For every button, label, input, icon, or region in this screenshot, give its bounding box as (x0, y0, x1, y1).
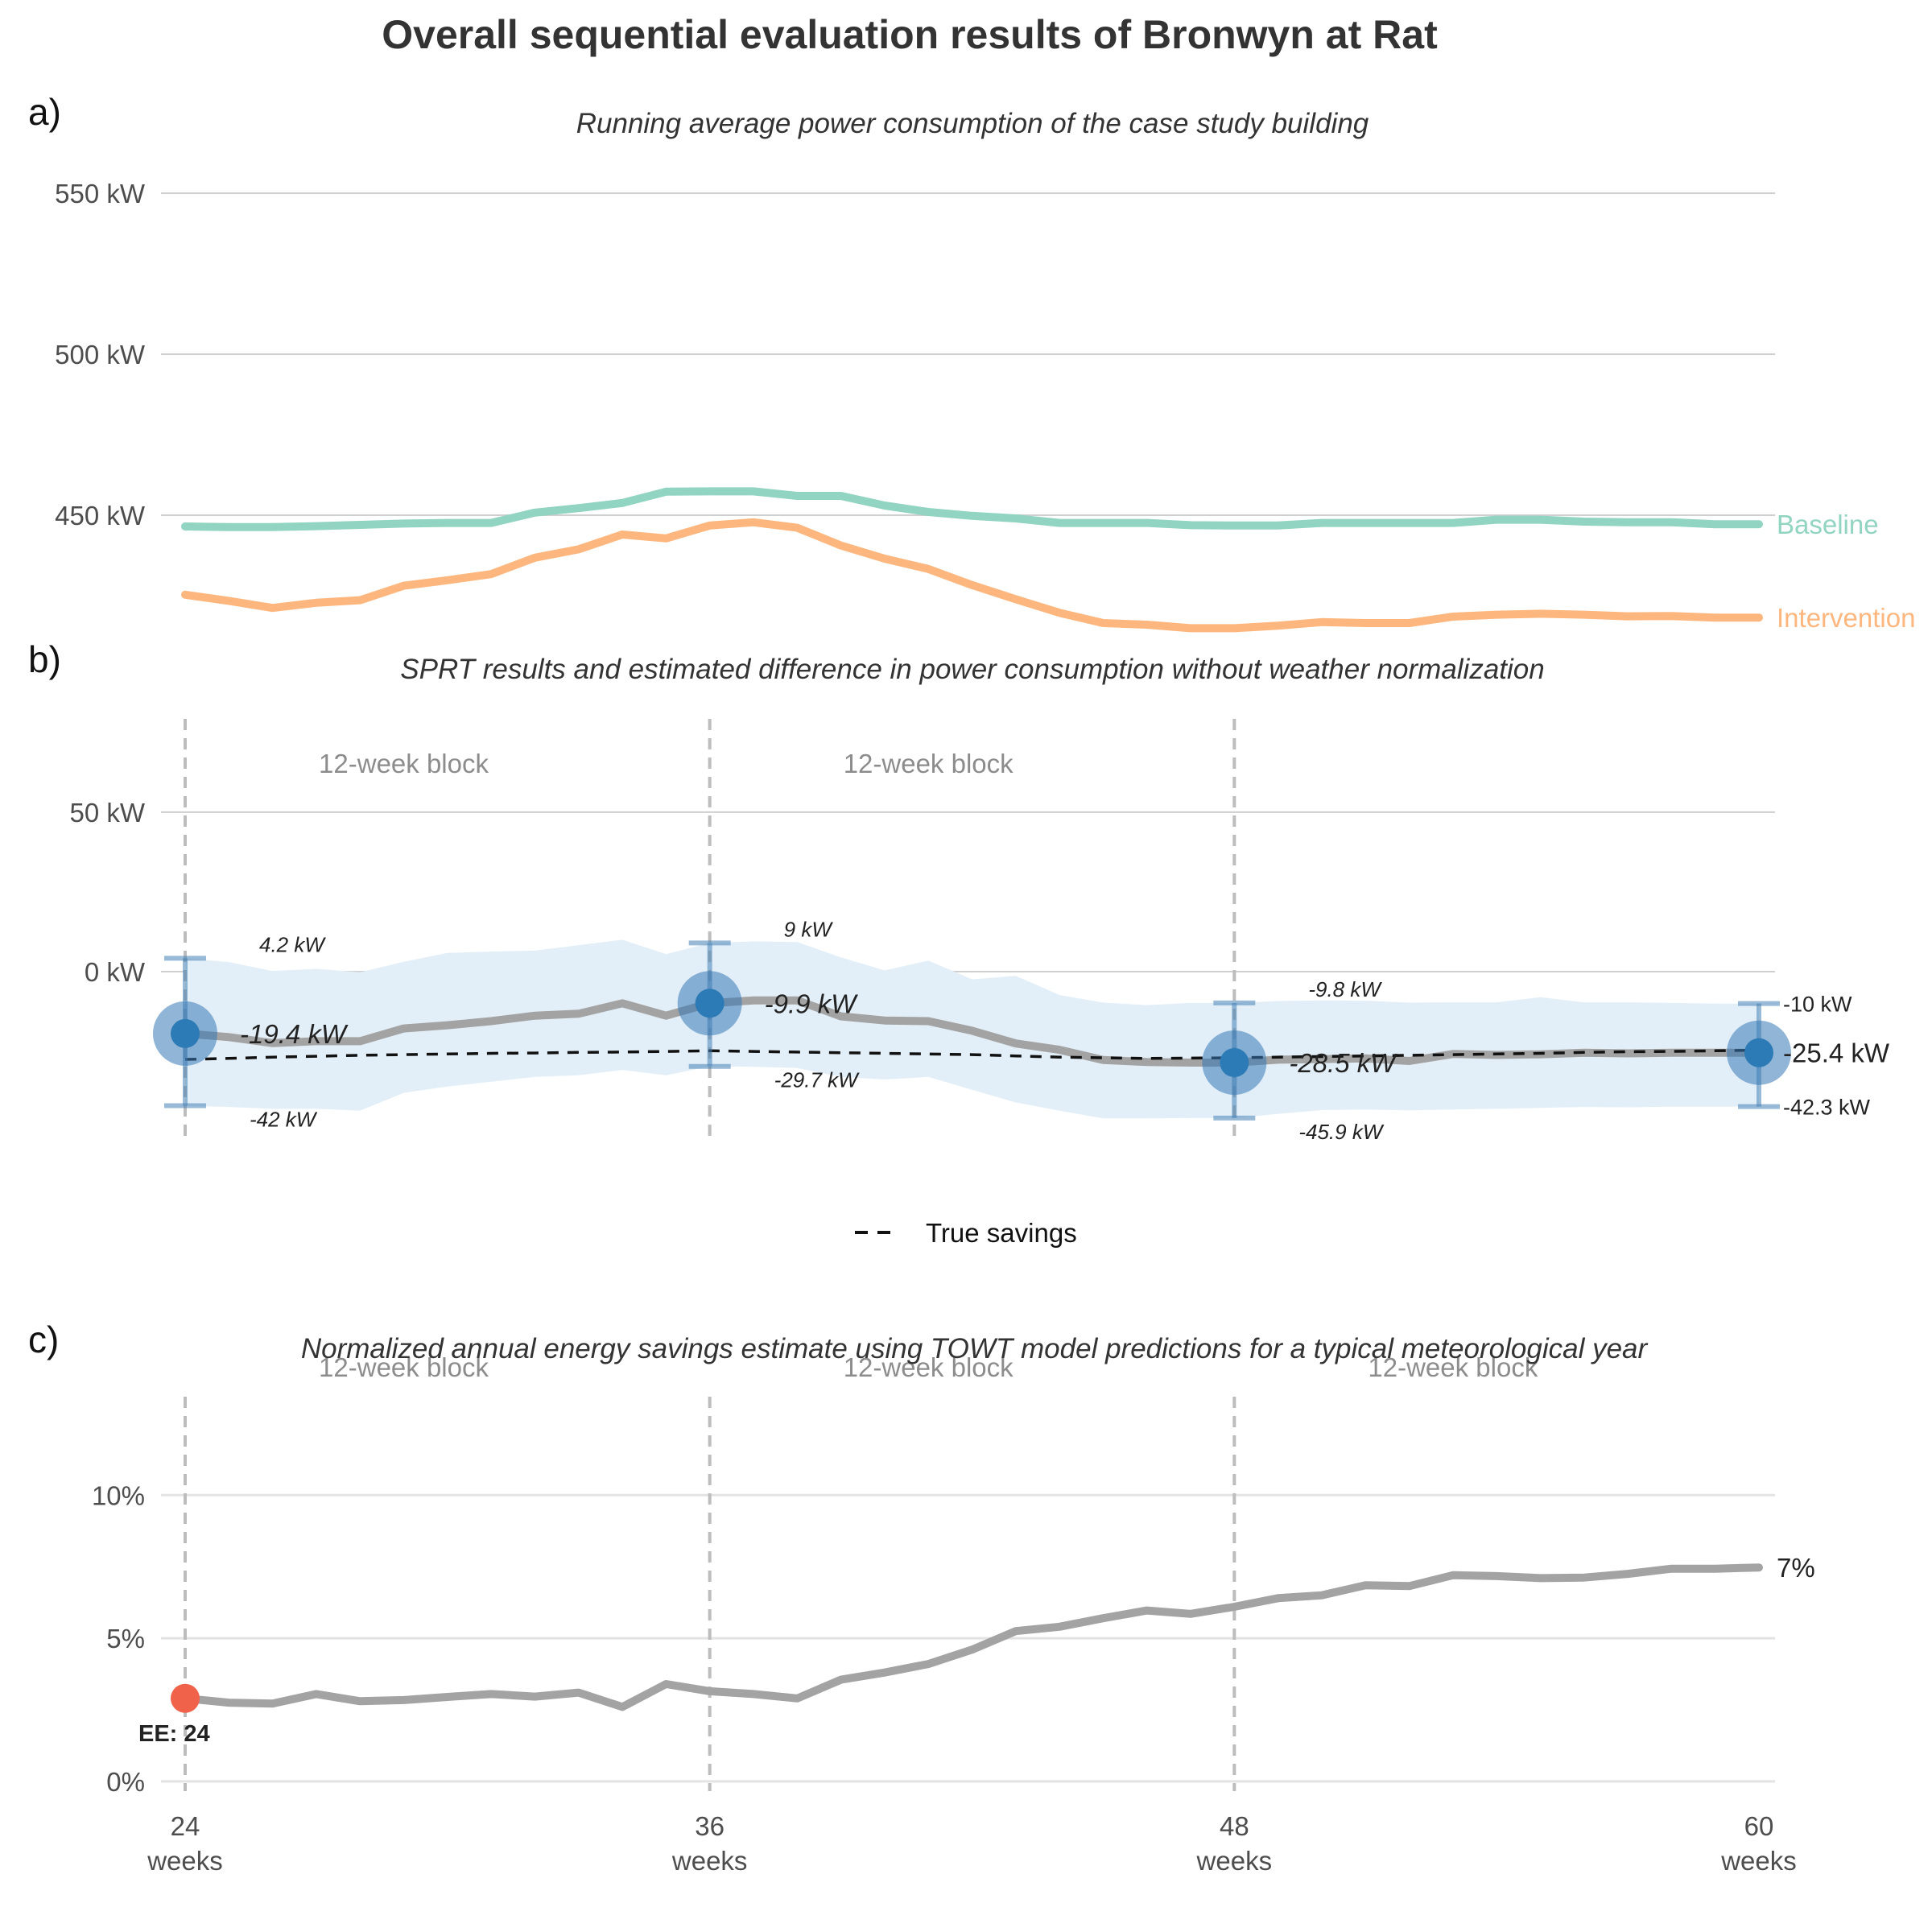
panel-a-power-consumption: a) Running average power consumption of … (28, 91, 1915, 633)
panel-b-gridlines: 0 kW 50 kW (69, 798, 1775, 987)
y-tick-label: 50 kW (69, 798, 145, 828)
checkpoint-point (695, 989, 724, 1018)
panel-a-gridlines: 450 kW 500 kW 550 kW (55, 179, 1775, 530)
panel-c-subtitle: Normalized annual energy savings estimat… (301, 1333, 1649, 1364)
x-tick-label: 24 (171, 1811, 200, 1841)
checkpoint-estimate-label: -28.5 kW (1289, 1048, 1397, 1078)
checkpoint-upper-label: 4.2 kW (259, 932, 326, 956)
y-tick-label: 450 kW (55, 501, 146, 530)
figure-title: Overall sequential evaluation results of… (382, 12, 1438, 57)
y-tick-label: 0% (106, 1767, 145, 1797)
checkpoint-point (171, 1018, 200, 1048)
panel-b-label: b) (28, 638, 61, 680)
panel-c-block-lines: 12-week block 12-week block 12-week block (184, 1352, 1538, 1791)
panel-b-legend: True savings (855, 1218, 1077, 1248)
checkpoint-estimate-label: -25.4 kW (1783, 1038, 1890, 1068)
series-label-intervention: Intervention (1777, 603, 1915, 633)
series-line-intervention (181, 518, 1763, 633)
checkpoint-lower-label: -42.3 kW (1783, 1096, 1871, 1120)
end-value-label: 7% (1777, 1553, 1815, 1583)
true-savings-line (184, 1048, 1760, 1061)
checkpoint-upper-label: -9.8 kW (1308, 977, 1382, 1001)
series-line-baseline (181, 487, 1763, 531)
y-tick-label: 10% (92, 1480, 145, 1510)
early-estimate-label: EE: 24 (138, 1721, 210, 1747)
block-label: 12-week block (844, 749, 1013, 778)
panel-c-gridlines: 0% 5% 10% (92, 1480, 1775, 1797)
panel-b-sprt-results: b) SPRT results and estimated difference… (28, 638, 1890, 1248)
panel-a-label: a) (28, 91, 61, 133)
block-label: 12-week block (844, 1352, 1013, 1382)
panel-c-series: 7% EE: 24 (138, 1553, 1815, 1747)
checkpoint-point (1744, 1038, 1773, 1067)
x-tick-unit: weeks (147, 1846, 223, 1876)
x-tick-unit: weeks (1196, 1846, 1273, 1876)
panel-c-normalized-savings: c) 0%5%10% 12-week block 12-week block 12-… (28, 1319, 1815, 1876)
series-label-baseline: Baseline (1777, 510, 1879, 539)
legend-true-savings-label: True savings (926, 1218, 1077, 1248)
block-label: 12-week block (1368, 1352, 1538, 1382)
x-tick-unit: weeks (671, 1846, 748, 1876)
checkpoint-upper-label: 9 kW (784, 917, 834, 941)
checkpoint-estimate-label: -9.9 kW (765, 989, 859, 1018)
checkpoint-point (1220, 1047, 1249, 1077)
x-tick-label: 60 (1744, 1811, 1774, 1841)
x-tick-label: 36 (695, 1811, 724, 1841)
block-label: 12-week block (319, 749, 489, 778)
panel-b-subtitle: SPRT results and estimated difference in… (400, 654, 1544, 685)
panel-b-series (181, 996, 1763, 1067)
panel-a-subtitle: Running average power consumption of the… (576, 108, 1369, 139)
y-tick-label: 5% (106, 1624, 145, 1653)
checkpoint-lower-label: -29.7 kW (774, 1068, 860, 1092)
x-tick-unit: weeks (1720, 1846, 1797, 1876)
y-tick-label: 0 kW (85, 957, 146, 987)
panel-c-x-axis: 24 weeks 36 weeks 48 weeks 60 weeks (147, 1811, 1797, 1876)
panel-c-label: c) (28, 1319, 59, 1360)
checkpoint-lower-label: -42 kW (250, 1107, 318, 1131)
normalized-savings-line (181, 1563, 1763, 1711)
checkpoint-estimate-label: -19.4 kW (240, 1019, 349, 1049)
panel-b-checkpoints: -19.4 kW 4.2 kW -42 kW -9.9 kW 9 kW -29.7 kW -… (153, 917, 1890, 1144)
checkpoint-lower-label: -45.9 kW (1298, 1120, 1384, 1144)
early-estimate-point (171, 1683, 200, 1713)
x-tick-label: 48 (1220, 1811, 1249, 1841)
checkpoint-upper-label: -10 kW (1783, 993, 1852, 1017)
panel-a-series: Baseline Intervention (181, 487, 1915, 633)
y-tick-label: 500 kW (55, 340, 146, 369)
y-tick-label: 550 kW (55, 179, 146, 208)
block-label: 12-week block (319, 1352, 489, 1382)
